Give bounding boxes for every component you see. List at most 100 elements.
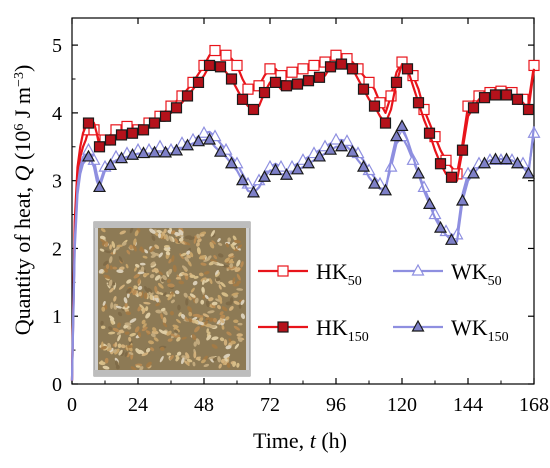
grain [113, 349, 117, 353]
point-HK150 [159, 110, 172, 122]
grain [108, 256, 113, 264]
grain [199, 233, 205, 237]
grain [240, 261, 244, 268]
point-HK150 [379, 117, 392, 129]
grain [135, 263, 140, 268]
grain [236, 288, 244, 291]
grain [213, 255, 218, 260]
grain [154, 244, 160, 250]
grain [178, 280, 185, 285]
point-HK150 [269, 76, 282, 88]
grain [129, 226, 134, 234]
grain [134, 230, 139, 237]
grain [160, 313, 164, 320]
grain [211, 344, 218, 349]
grain [193, 351, 197, 359]
grain [215, 277, 221, 282]
point-HK150 [522, 103, 535, 116]
y-tick-label: 1 [52, 306, 62, 328]
x-tick-label: 48 [194, 394, 214, 416]
grain [167, 268, 173, 276]
grain [196, 233, 201, 239]
point-HK150 [93, 141, 106, 153]
legend-item-HK50: HK50 [258, 259, 362, 289]
point-WK150 [125, 148, 140, 160]
grain [99, 248, 105, 252]
grain [189, 293, 196, 298]
point-HK150 [247, 103, 260, 116]
grain [150, 333, 156, 338]
point-WK150 [257, 170, 272, 182]
grain [104, 268, 109, 273]
grain [233, 319, 239, 324]
grain [200, 262, 207, 266]
grain [207, 255, 212, 260]
point-WK150 [466, 166, 481, 179]
grain [167, 283, 175, 288]
point-HK150 [302, 75, 315, 87]
grain [133, 238, 137, 246]
grain [135, 348, 142, 355]
grain [143, 273, 150, 277]
grain [132, 289, 137, 296]
grain [210, 230, 215, 237]
legend-item-HK150: HK150 [258, 315, 369, 345]
grain [109, 265, 113, 270]
grain [125, 311, 132, 316]
grain [226, 331, 232, 336]
grain [185, 298, 189, 306]
grain [227, 237, 231, 243]
grain [119, 230, 126, 235]
point-WK150 [499, 152, 514, 165]
grain [201, 359, 206, 364]
x-axis-title: Time, t (h) [253, 428, 347, 453]
grain [167, 229, 172, 234]
grain [150, 261, 156, 267]
grain [111, 241, 116, 249]
x-tick-label: 120 [387, 394, 417, 416]
grain [149, 228, 156, 234]
point-HK150 [258, 86, 271, 99]
grain [102, 260, 109, 266]
grain [221, 292, 229, 297]
grain [207, 310, 215, 314]
grain [145, 306, 149, 312]
grain [160, 307, 166, 312]
y-tick-label: 2 [52, 238, 62, 260]
grain [223, 339, 228, 346]
point-HK150 [346, 63, 359, 75]
grain [195, 338, 201, 345]
grain [159, 292, 164, 296]
grain [186, 358, 193, 363]
grain [204, 294, 209, 299]
point-HK150 [170, 102, 183, 114]
grain [193, 341, 197, 347]
grain [150, 347, 155, 352]
point-WK150 [235, 173, 250, 186]
point-WK150 [411, 166, 426, 179]
grain [184, 235, 192, 240]
grain [103, 274, 111, 279]
point-HK150 [489, 89, 502, 101]
grain [204, 320, 209, 325]
grain [218, 284, 222, 290]
grain [211, 301, 218, 306]
grain [219, 317, 225, 324]
grain [200, 277, 207, 282]
legend-marker [411, 263, 425, 276]
grain [185, 352, 190, 359]
point-WK150 [158, 145, 173, 158]
legend-label: HK50 [316, 259, 362, 289]
legend-label: WK150 [451, 315, 509, 345]
grain [163, 292, 167, 297]
grain [187, 306, 193, 312]
legend: HK50 HK150 WK50 WK150 [258, 259, 509, 345]
grain [116, 244, 124, 248]
grain [118, 349, 123, 356]
point-WK150 [367, 176, 382, 189]
point-WK150 [81, 149, 96, 162]
grain [240, 299, 245, 306]
grain [224, 257, 230, 263]
grain [140, 266, 145, 273]
point-HK150 [126, 127, 139, 139]
